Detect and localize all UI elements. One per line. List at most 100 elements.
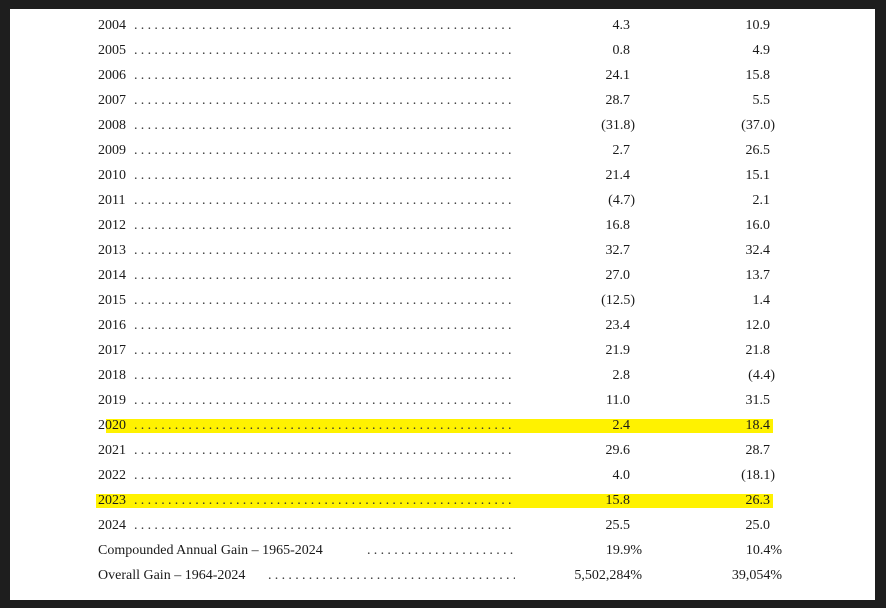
dot-leader: ........................................… — [134, 218, 515, 233]
value-col2: 10.9 — [745, 18, 771, 33]
value-col1: 27.0 — [605, 268, 631, 283]
row-label: 2005 — [98, 43, 126, 58]
dot-leader: ........................................… — [134, 343, 515, 358]
value-col2: (18.1) — [741, 468, 775, 483]
value-col1: 23.4 — [605, 318, 631, 333]
table-row: 2016....................................… — [10, 313, 875, 338]
row-label: Compounded Annual Gain – 1965-2024 — [98, 543, 323, 558]
table-row: 2023....................................… — [10, 488, 875, 513]
value-col1: (4.7) — [608, 193, 635, 208]
dot-leader: ........................................… — [134, 318, 515, 333]
value-col1: 11.0 — [606, 393, 630, 408]
value-col1: 5,502,284% — [574, 568, 642, 583]
value-col1: 28.7 — [605, 93, 631, 108]
dot-leader: ........................................… — [134, 418, 515, 433]
highlight-mark — [96, 494, 773, 508]
row-label: Overall Gain – 1964-2024 — [98, 568, 246, 583]
value-col1: 29.6 — [605, 443, 631, 458]
value-col1: 4.0 — [612, 468, 631, 483]
value-col1: 2.8 — [612, 368, 631, 383]
dot-leader: ........................................… — [134, 243, 515, 258]
row-label: 2013 — [98, 243, 126, 258]
row-label: 2018 — [98, 368, 126, 383]
value-col1: 24.1 — [605, 68, 631, 83]
value-col2: 15.8 — [745, 68, 771, 83]
value-col2: 25.0 — [745, 518, 771, 533]
row-label: 2017 — [98, 343, 126, 358]
table-row: 2015....................................… — [10, 288, 875, 313]
value-col2: 16.0 — [745, 218, 771, 233]
row-label: 2019 — [98, 393, 126, 408]
table-row: 2004....................................… — [10, 13, 875, 38]
table-row: Overall Gain – 1964-2024................… — [10, 563, 875, 588]
row-label: 2016 — [98, 318, 126, 333]
table-row: 2007....................................… — [10, 88, 875, 113]
dot-leader: ........................................… — [134, 443, 515, 458]
dot-leader: ........................................… — [268, 568, 515, 583]
row-label: 2009 — [98, 143, 126, 158]
table-row: 2020....................................… — [10, 413, 875, 438]
table-row: 2012....................................… — [10, 213, 875, 238]
value-col1: 15.8 — [605, 493, 631, 508]
dot-leader: ........................................… — [134, 43, 515, 58]
value-col2: 15.1 — [745, 168, 771, 183]
value-col2: 10.4% — [745, 543, 782, 558]
value-col1: 2.4 — [612, 418, 631, 433]
value-col2: 21.8 — [745, 343, 771, 358]
table-row: 2017....................................… — [10, 338, 875, 363]
value-col2: 12.0 — [745, 318, 771, 333]
table-row: 2010....................................… — [10, 163, 875, 188]
row-label: 2012 — [98, 218, 126, 233]
value-col1: 4.3 — [612, 18, 631, 33]
value-col2: 31.5 — [745, 393, 771, 408]
value-col2: 26.3 — [745, 493, 771, 508]
value-col2: (4.4) — [748, 368, 775, 383]
table-row: 2009....................................… — [10, 138, 875, 163]
value-col1: 2.7 — [612, 143, 631, 158]
dot-leader: ........................................… — [134, 293, 515, 308]
value-col1: 19.9% — [605, 543, 642, 558]
row-label: 2015 — [98, 293, 126, 308]
table-row: 2024....................................… — [10, 513, 875, 538]
table-row: 2011....................................… — [10, 188, 875, 213]
row-label: 2004 — [98, 18, 126, 33]
dot-leader: ........................................… — [134, 68, 515, 83]
value-col2: 13.7 — [745, 268, 771, 283]
value-col2: 2.1 — [752, 193, 771, 208]
dot-leader: ........................................… — [134, 368, 515, 383]
dot-leader: ........................................… — [367, 543, 515, 558]
table-row: 2008....................................… — [10, 113, 875, 138]
value-col2: 28.7 — [745, 443, 771, 458]
value-col1: 21.9 — [605, 343, 631, 358]
value-col2: 18.4 — [745, 418, 771, 433]
value-col1: (31.8) — [601, 118, 635, 133]
table-row: 2019....................................… — [10, 388, 875, 413]
dot-leader: ........................................… — [134, 18, 515, 33]
value-col2: 1.4 — [752, 293, 771, 308]
row-label: 2020 — [98, 418, 126, 433]
document-page: 2004....................................… — [10, 9, 875, 600]
value-col2: 4.9 — [752, 43, 771, 58]
value-col2: (37.0) — [741, 118, 775, 133]
table-row: 2006....................................… — [10, 63, 875, 88]
value-col2: 5.5 — [752, 93, 771, 108]
dot-leader: ........................................… — [134, 468, 515, 483]
value-col1: 32.7 — [605, 243, 631, 258]
dot-leader: ........................................… — [134, 493, 515, 508]
dot-leader: ........................................… — [134, 193, 515, 208]
dot-leader: ........................................… — [134, 268, 515, 283]
value-col2: 39,054% — [731, 568, 782, 583]
highlight-mark — [106, 419, 773, 433]
row-label: 2008 — [98, 118, 126, 133]
row-label: 2021 — [98, 443, 126, 458]
table-row: Compounded Annual Gain – 1965-2024......… — [10, 538, 875, 563]
dot-leader: ........................................… — [134, 393, 515, 408]
value-col2: 32.4 — [745, 243, 771, 258]
dot-leader: ........................................… — [134, 118, 515, 133]
value-col1: (12.5) — [601, 293, 635, 308]
table-row: 2013....................................… — [10, 238, 875, 263]
row-label: 2024 — [98, 518, 126, 533]
table-row: 2022....................................… — [10, 463, 875, 488]
dot-leader: ........................................… — [134, 143, 515, 158]
value-col2: 26.5 — [745, 143, 771, 158]
